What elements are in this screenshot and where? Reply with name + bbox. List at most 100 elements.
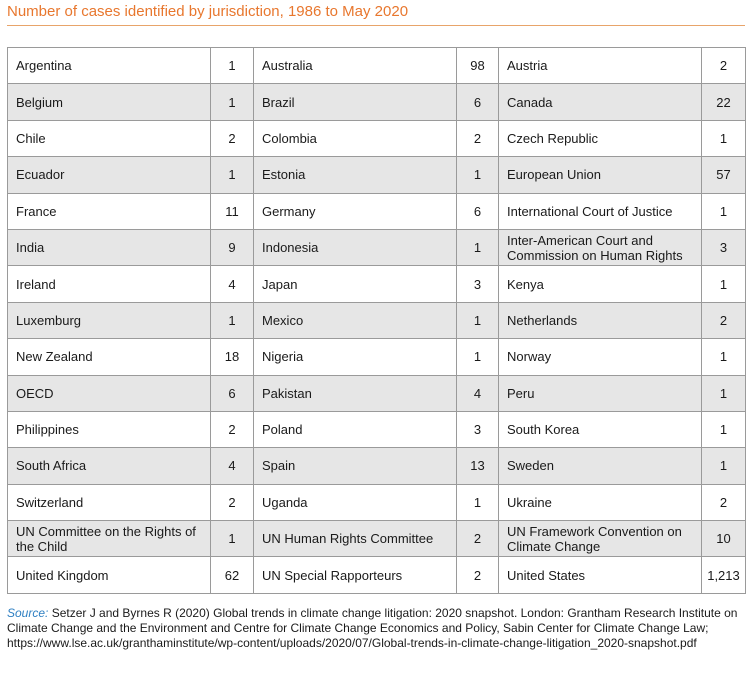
jurisdiction-cell: Luxemburg	[7, 301, 211, 340]
case-count-cell: 1	[210, 83, 254, 121]
source-text: Setzer J and Byrnes R (2020) Global tren…	[7, 606, 738, 651]
jurisdiction-cell: European Union	[498, 156, 702, 194]
case-count-cell: 13	[456, 447, 499, 485]
case-count-cell: 22	[701, 83, 746, 121]
case-count-cell: 98	[456, 46, 499, 85]
case-count-cell: 6	[456, 192, 499, 230]
case-count-cell: 1	[456, 228, 499, 267]
table-row: Belgium 1 Brazil 6 Canada 22	[7, 83, 746, 121]
jurisdiction-cell: Netherlands	[498, 301, 702, 340]
table-title: Number of cases identified by jurisdicti…	[7, 3, 409, 20]
jurisdiction-cell: South Korea	[498, 410, 702, 449]
case-count-cell: 1	[456, 483, 499, 522]
case-count-cell: 57	[701, 156, 746, 194]
jurisdiction-cell: Australia	[253, 46, 457, 85]
jurisdiction-cell: Estonia	[253, 156, 457, 194]
case-count-cell: 2	[701, 46, 746, 85]
table-row: Luxemburg 1 Mexico 1 Netherlands 2	[7, 301, 746, 340]
jurisdiction-cell: UN Committee on the Rights of the Child	[7, 520, 211, 558]
jurisdiction-cell: Ecuador	[7, 156, 211, 194]
source-label: Source:	[7, 606, 49, 620]
jurisdiction-cell: Argentina	[7, 46, 211, 85]
table-row: UN Committee on the Rights of the Child 1…	[7, 520, 746, 558]
table-row: OECD 6 Pakistan 4 Peru 1	[7, 374, 746, 412]
jurisdiction-cell: OECD	[7, 374, 211, 412]
case-count-cell: 1	[701, 374, 746, 412]
case-count-cell: 1	[701, 410, 746, 449]
jurisdiction-cell: Philippines	[7, 410, 211, 449]
jurisdiction-cell: UN Framework Convention on Climate Chang…	[498, 520, 702, 558]
jurisdiction-cell: Pakistan	[253, 374, 457, 412]
jurisdiction-cell: Czech Republic	[498, 119, 702, 158]
jurisdiction-cell: Mexico	[253, 301, 457, 340]
jurisdiction-cell: Canada	[498, 83, 702, 121]
case-count-cell: 2	[456, 520, 499, 558]
jurisdiction-cell: International Court of Justice	[498, 192, 702, 230]
case-count-cell: 11	[210, 192, 254, 230]
cases-table-body: Argentina 1 Australia 98 Austria 2 Belgium 1 Bra…	[7, 46, 746, 594]
case-count-cell: 2	[701, 483, 746, 522]
jurisdiction-cell: France	[7, 192, 211, 230]
jurisdiction-cell: Uganda	[253, 483, 457, 522]
jurisdiction-cell: India	[7, 228, 211, 267]
case-count-cell: 2	[210, 119, 254, 158]
case-count-cell: 1	[701, 192, 746, 230]
jurisdiction-cell: Indonesia	[253, 228, 457, 267]
case-count-cell: 2	[456, 556, 499, 594]
jurisdiction-cell: UN Special Rapporteurs	[253, 556, 457, 594]
case-count-cell: 1	[701, 447, 746, 485]
table-row: Argentina 1 Australia 98 Austria 2	[7, 46, 746, 85]
jurisdiction-cell: United Kingdom	[7, 556, 211, 594]
case-count-cell: 6	[456, 83, 499, 121]
jurisdiction-cell: Germany	[253, 192, 457, 230]
jurisdiction-cell: Sweden	[498, 447, 702, 485]
case-count-cell: 2	[210, 483, 254, 522]
cases-table: Argentina 1 Australia 98 Austria 2 Belgium 1 Bra…	[7, 46, 746, 594]
case-count-cell: 62	[210, 556, 254, 594]
table-row: Switzerland 2 Uganda 1 Ukraine 2	[7, 483, 746, 522]
jurisdiction-cell: Austria	[498, 46, 702, 85]
jurisdiction-cell: Inter-American Court and Commission on H…	[498, 228, 702, 267]
table-row: Chile 2 Colombia 2 Czech Republic 1	[7, 119, 746, 158]
case-count-cell: 9	[210, 228, 254, 267]
jurisdiction-cell: Belgium	[7, 83, 211, 121]
jurisdiction-cell: South Africa	[7, 447, 211, 485]
jurisdiction-cell: Ireland	[7, 265, 211, 303]
case-count-cell: 1	[210, 520, 254, 558]
case-count-cell: 1	[456, 156, 499, 194]
jurisdiction-cell: United States	[498, 556, 702, 594]
case-count-cell: 4	[210, 447, 254, 485]
jurisdiction-cell: Switzerland	[7, 483, 211, 522]
case-count-cell: 1	[701, 119, 746, 158]
case-count-cell: 4	[210, 265, 254, 303]
case-count-cell: 3	[456, 265, 499, 303]
jurisdiction-cell: Colombia	[253, 119, 457, 158]
case-count-cell: 1	[701, 265, 746, 303]
case-count-cell: 18	[210, 338, 254, 376]
table-row: Ecuador 1 Estonia 1 European Union 57	[7, 156, 746, 194]
jurisdiction-cell: Nigeria	[253, 338, 457, 376]
jurisdiction-cell: Peru	[498, 374, 702, 412]
jurisdiction-cell: Kenya	[498, 265, 702, 303]
case-count-cell: 1	[210, 46, 254, 85]
case-count-cell: 4	[456, 374, 499, 412]
table-row: France 11 Germany 6 International Court of J…	[7, 192, 746, 230]
table-row: India 9 Indonesia 1 Inter-American Court and…	[7, 228, 746, 267]
case-count-cell: 3	[456, 410, 499, 449]
jurisdiction-cell: Chile	[7, 119, 211, 158]
case-count-cell: 10	[701, 520, 746, 558]
table-row: New Zealand 18 Nigeria 1 Norway 1	[7, 338, 746, 376]
table-row: Philippines 2 Poland 3 South Korea 1	[7, 410, 746, 449]
jurisdiction-cell: Spain	[253, 447, 457, 485]
case-count-cell: 2	[210, 410, 254, 449]
case-count-cell: 1	[456, 301, 499, 340]
jurisdiction-cell: New Zealand	[7, 338, 211, 376]
source-note: Source: Setzer J and Byrnes R (2020) Glo…	[7, 606, 747, 652]
jurisdiction-cell: Brazil	[253, 83, 457, 121]
case-count-cell: 1	[210, 156, 254, 194]
case-count-cell: 1	[456, 338, 499, 376]
case-count-cell: 1	[701, 338, 746, 376]
table-row: United Kingdom 62 UN Special Rapporteurs 2 U…	[7, 556, 746, 594]
case-count-cell: 1,213	[701, 556, 746, 594]
case-count-cell: 2	[701, 301, 746, 340]
